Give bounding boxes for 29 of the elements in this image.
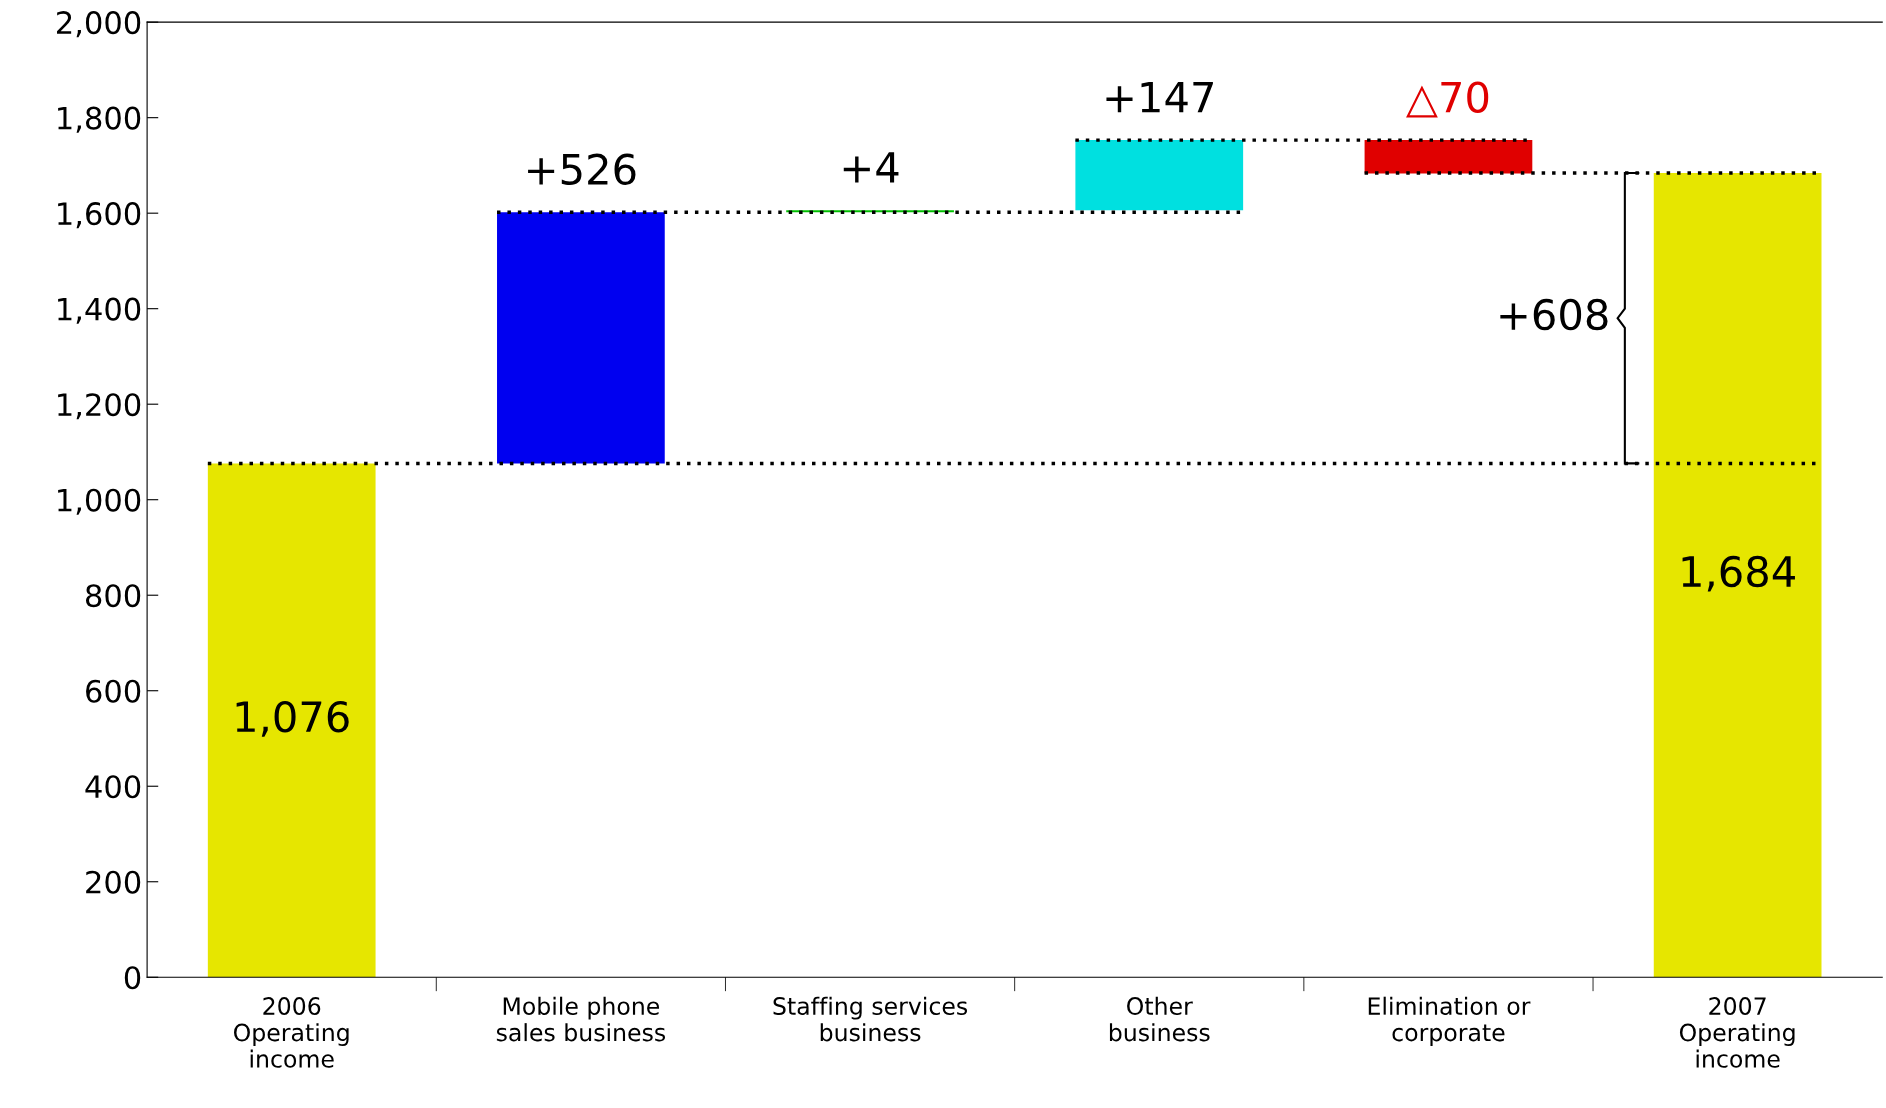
- data-label: 1,684: [1682, 555, 1795, 592]
- y-tick-label: 200: [86, 870, 141, 894]
- data-label: △70: [1406, 81, 1489, 118]
- y-tick-label: 1,800: [58, 106, 141, 133]
- y-tick-label: 0: [124, 966, 141, 990]
- bar: [207, 463, 376, 978]
- x-tick-label: Other business: [1109, 996, 1210, 1042]
- y-tick-label: 1,000: [58, 488, 141, 515]
- bar: [497, 212, 665, 464]
- x-tick-label: Elimination or corporate: [1368, 996, 1531, 1046]
- data-label: 1,076: [236, 700, 349, 737]
- data-label: +526: [528, 153, 636, 186]
- data-label: +4: [843, 152, 899, 183]
- y-tick-label: 1,400: [58, 297, 141, 324]
- y-tick-label: 2,000: [57, 11, 141, 38]
- y-tick-label: 400: [85, 775, 141, 799]
- bar: [1653, 173, 1822, 978]
- x-tick-label: Staffing services business: [773, 996, 968, 1042]
- data-label: +147: [1106, 81, 1213, 113]
- x-tick-label: 2006 Operating income: [234, 997, 349, 1068]
- bar: [1075, 140, 1244, 211]
- y-tick-label: 800: [86, 584, 141, 608]
- y-tick-label: 1,600: [58, 202, 141, 229]
- y-tick-label: 1,200: [58, 393, 141, 420]
- x-tick-label: 2007 Operating income: [1679, 997, 1795, 1068]
- x-tick-label: Mobile phone sales business: [496, 996, 666, 1042]
- y-tick-label: 600: [86, 679, 141, 703]
- bar: [1364, 140, 1533, 174]
- annotation: +608: [1500, 298, 1608, 331]
